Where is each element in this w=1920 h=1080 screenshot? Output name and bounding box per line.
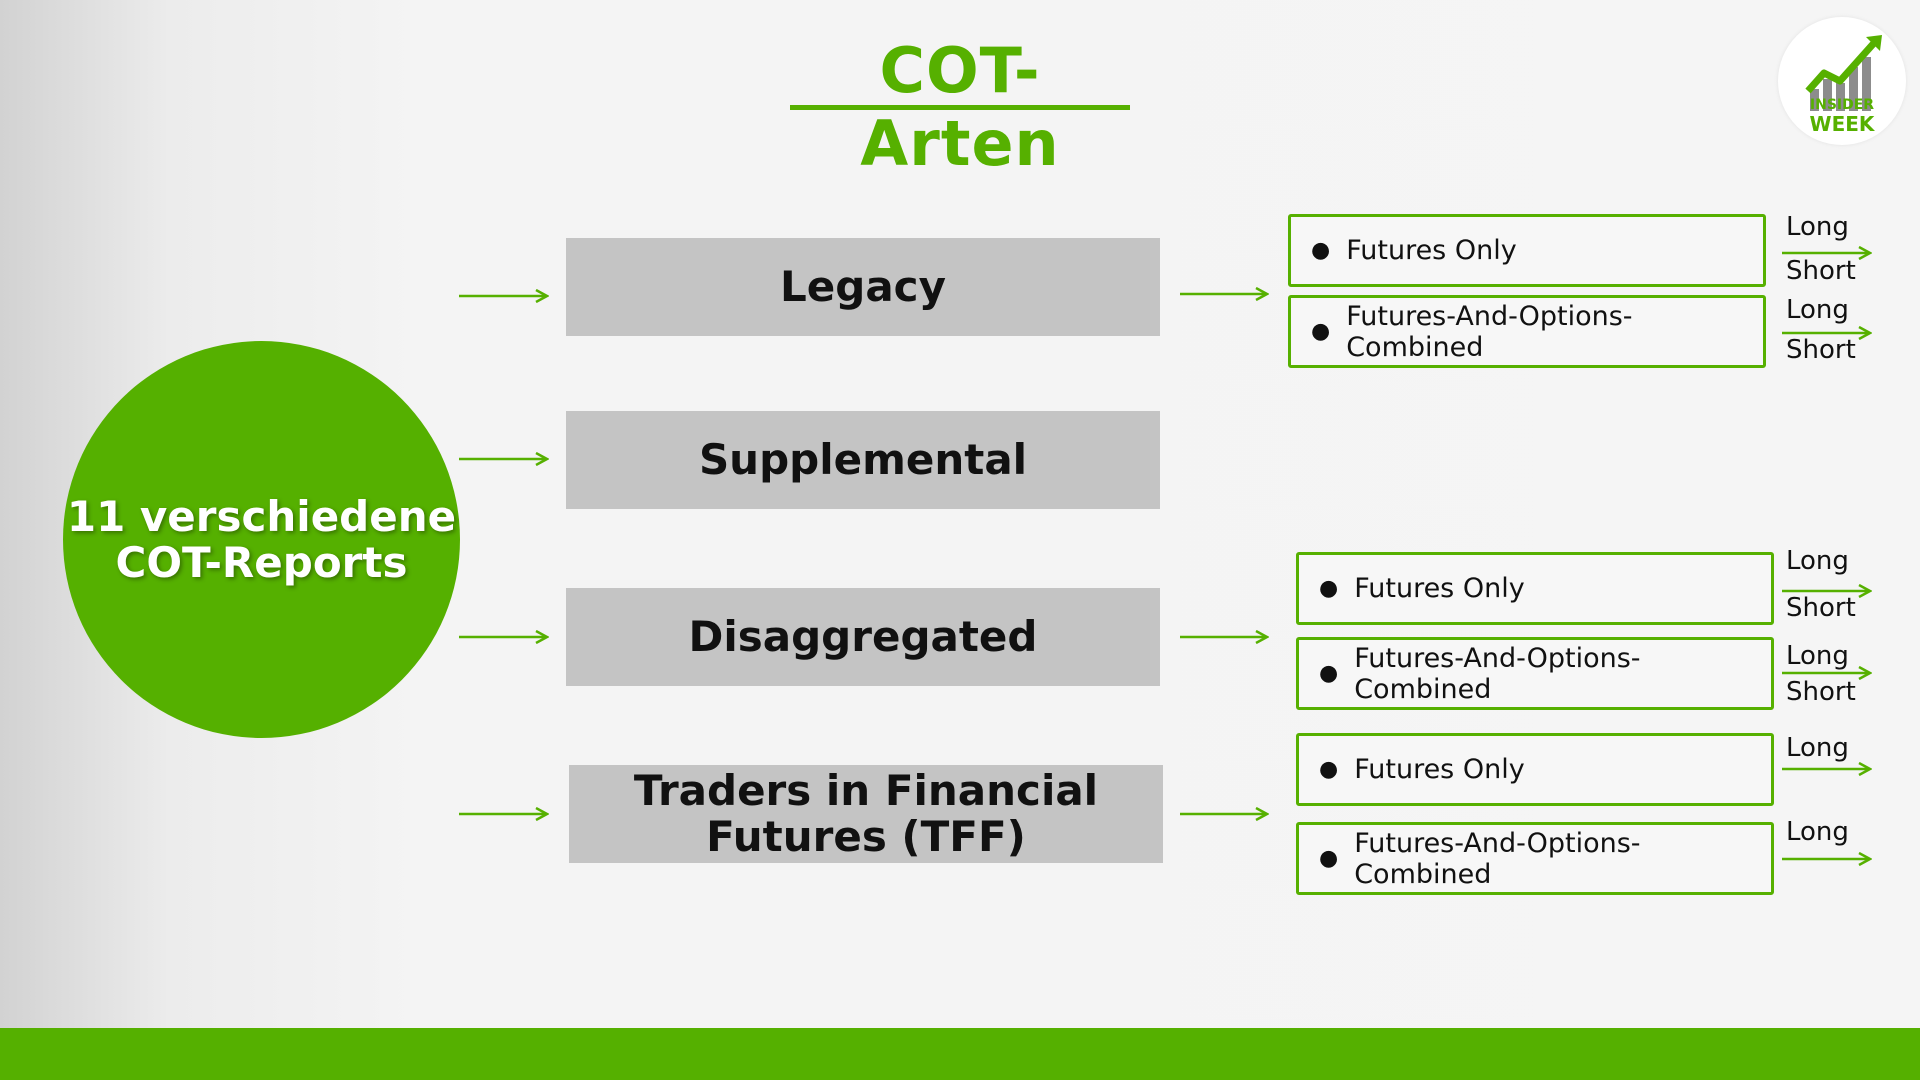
bullet-icon: ●: [1319, 846, 1339, 871]
rising-chart-icon: [1805, 35, 1882, 111]
tff-combined-box: ● Futures-And-Options-Combined: [1296, 822, 1774, 895]
report-label-tff-line1: Traders in Financial: [633, 766, 1099, 815]
long-label: Long: [1786, 733, 1849, 763]
short-label: Short: [1786, 677, 1856, 707]
short-label: Short: [1786, 593, 1856, 623]
long-label: Long: [1786, 817, 1849, 847]
report-box-supplemental: Supplemental: [566, 411, 1160, 509]
subtype-label: Futures Only: [1346, 235, 1517, 266]
insider-week-logo: INSIDER WEEK: [1778, 17, 1906, 145]
logo-text-insider: INSIDER: [1809, 97, 1875, 113]
long-label: Long: [1786, 295, 1849, 325]
report-box-tff: Traders in Financial Futures (TFF): [569, 765, 1163, 863]
bullet-icon: ●: [1319, 757, 1339, 782]
subtype-label: Futures Only: [1354, 573, 1525, 604]
center-circle: 11 verschiedene COT-Reports: [63, 341, 460, 738]
subtype-label: Futures-And-Options-Combined: [1346, 300, 1633, 363]
report-label-tff-line2: Futures (TFF): [706, 812, 1026, 861]
page-title: COT-Arten: [860, 34, 1060, 180]
title-underline: [790, 105, 1130, 110]
footer-bar: [0, 1028, 1920, 1080]
long-label: Long: [1786, 212, 1849, 242]
long-label: Long: [1786, 641, 1849, 671]
tff-futures-only-box: ● Futures Only: [1296, 733, 1774, 806]
short-label: Short: [1786, 335, 1856, 365]
bullet-icon: ●: [1311, 319, 1331, 344]
logo-text-week: WEEK: [1809, 112, 1875, 136]
subtype-label: Futures Only: [1354, 754, 1525, 785]
report-label-disaggregated: Disaggregated: [688, 612, 1038, 661]
report-label-supplemental: Supplemental: [698, 435, 1028, 484]
bullet-icon: ●: [1311, 238, 1331, 263]
legacy-combined-box: ● Futures-And-Options-Combined: [1288, 295, 1766, 368]
legacy-futures-only-box: ● Futures Only: [1288, 214, 1766, 287]
short-label: Short: [1786, 256, 1856, 286]
subtype-label: Futures-And-Options-Combined: [1354, 642, 1641, 705]
report-box-legacy: Legacy: [566, 238, 1160, 336]
disaggregated-futures-only-box: ● Futures Only: [1296, 552, 1774, 625]
center-line-1: 11 verschiedene: [66, 491, 457, 541]
subtype-label: Futures-And-Options-Combined: [1354, 827, 1641, 890]
center-line-2: COT-Reports: [115, 537, 408, 587]
bullet-icon: ●: [1319, 661, 1339, 686]
bullet-icon: ●: [1319, 576, 1339, 601]
long-label: Long: [1786, 546, 1849, 576]
disaggregated-combined-box: ● Futures-And-Options-Combined: [1296, 637, 1774, 710]
report-label-legacy: Legacy: [780, 262, 946, 311]
report-box-disaggregated: Disaggregated: [566, 588, 1160, 686]
